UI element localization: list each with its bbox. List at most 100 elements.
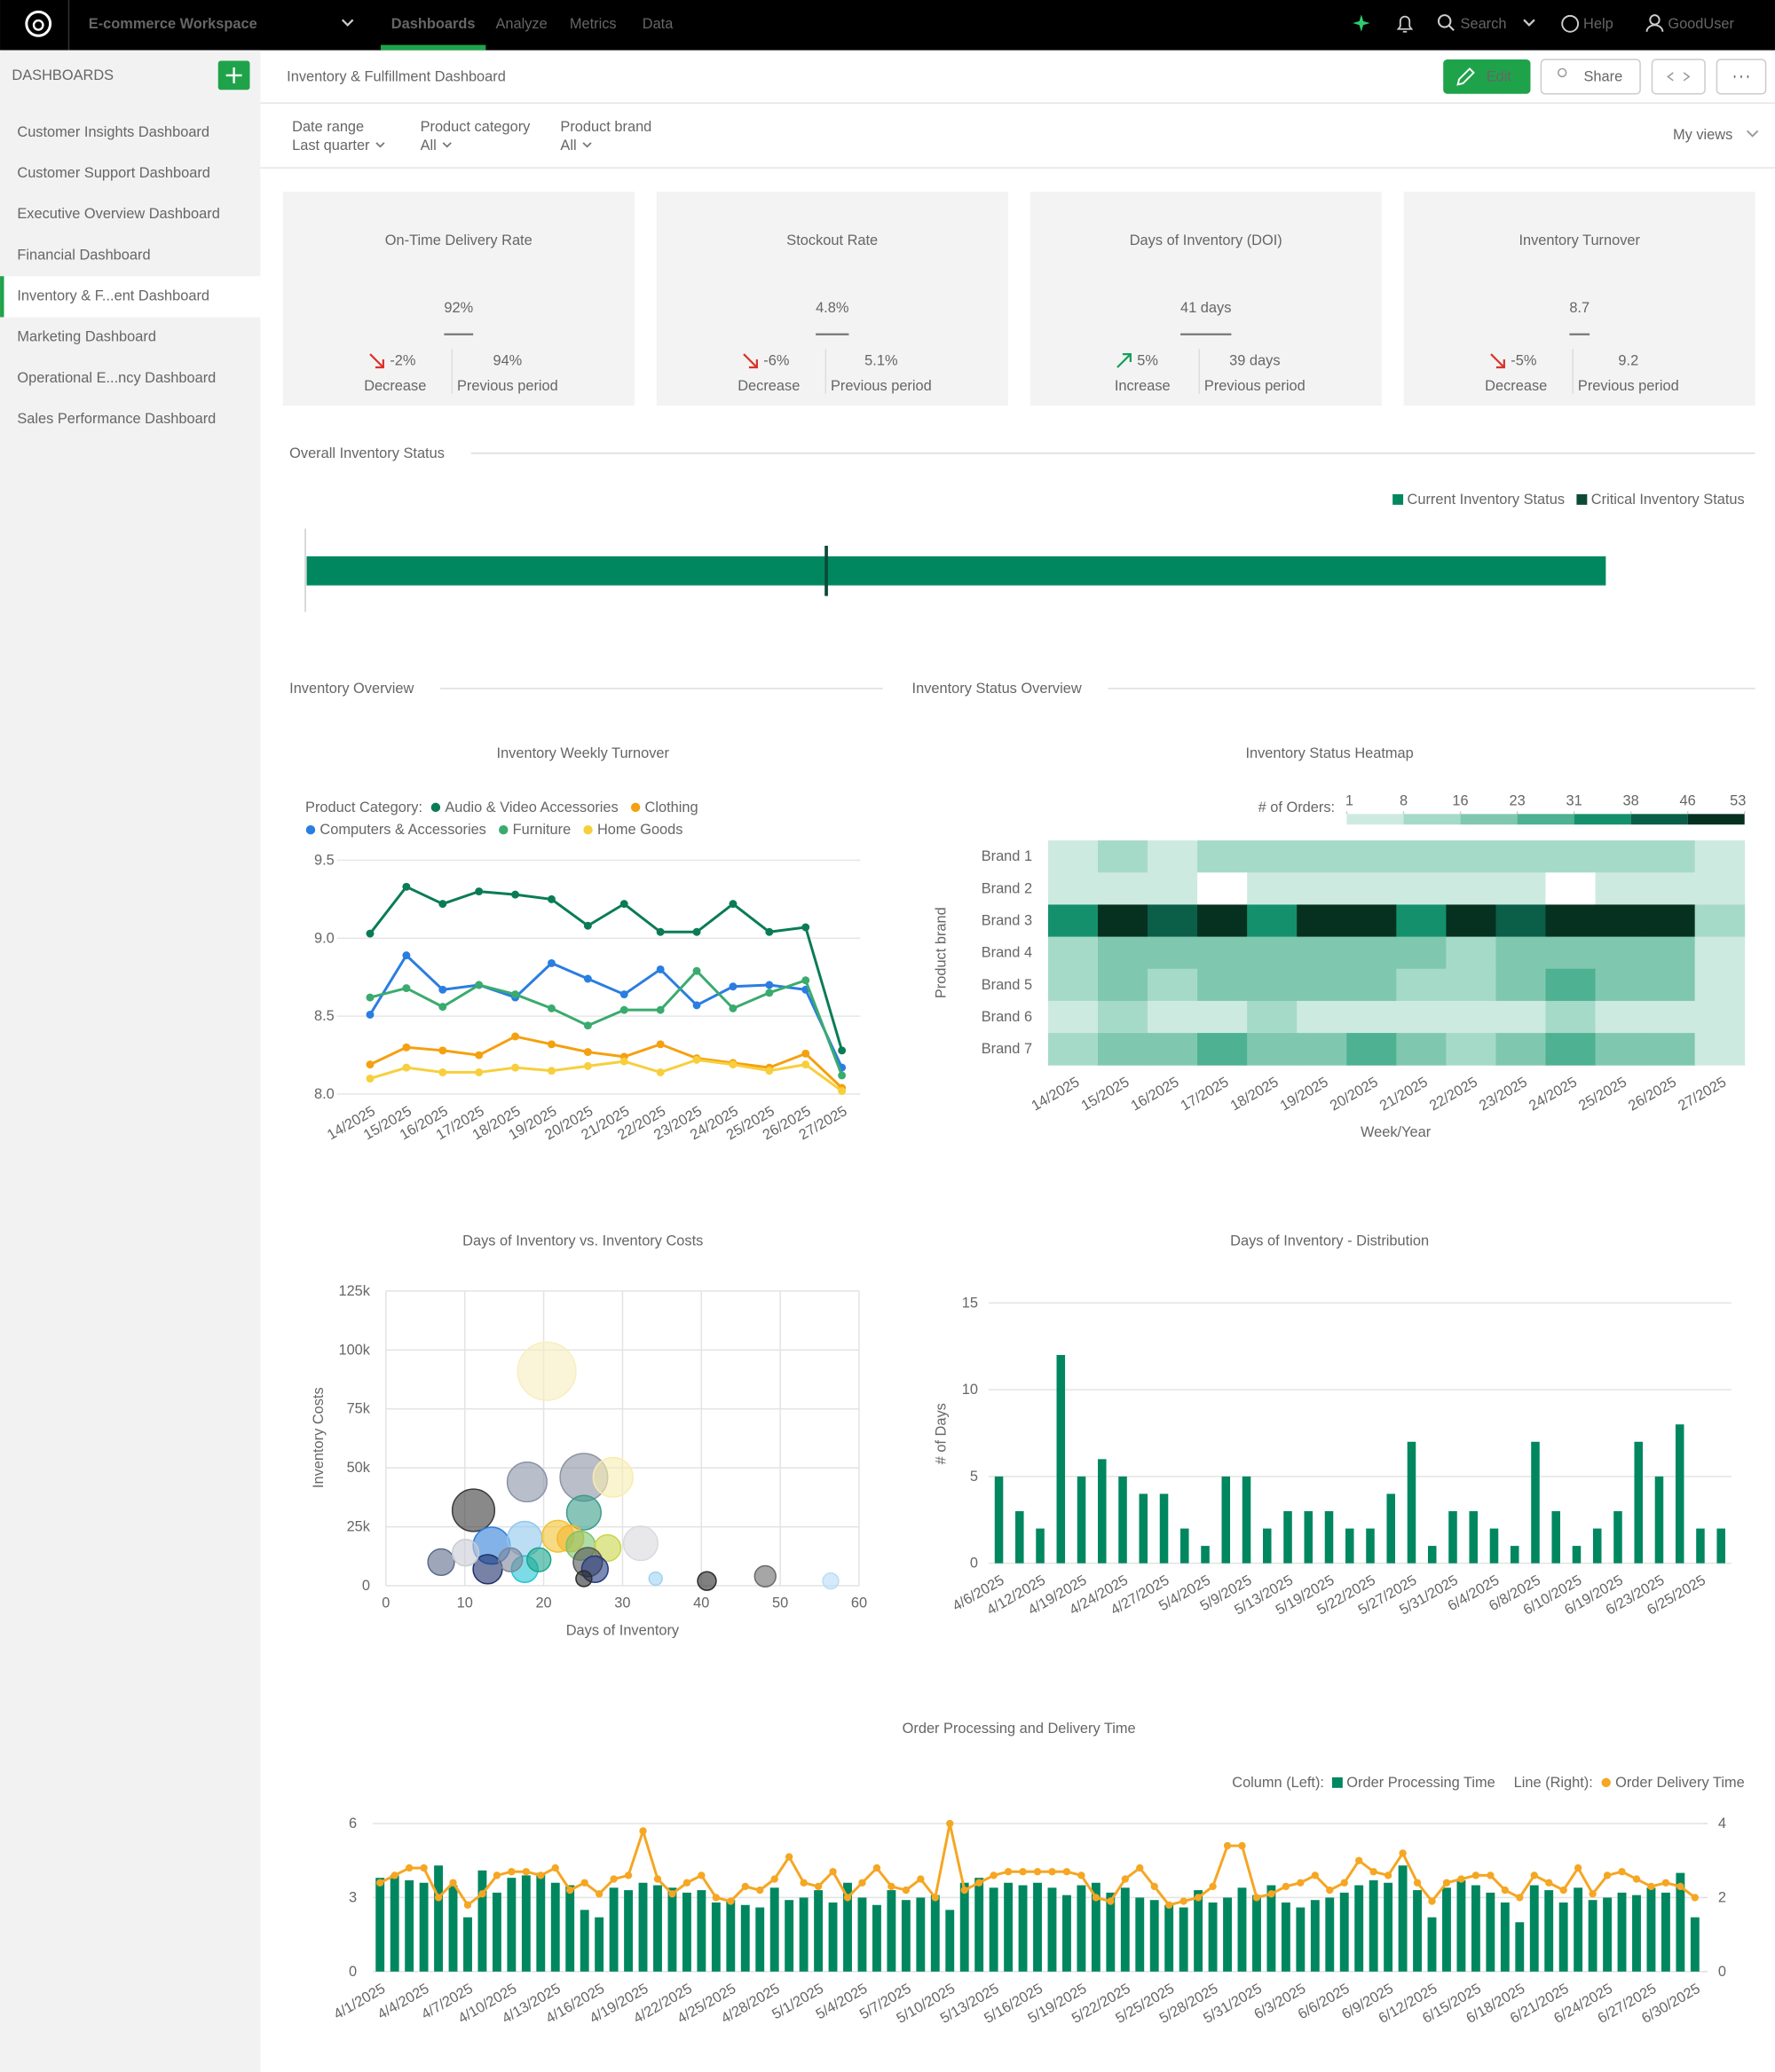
kpi-direction: Decrease bbox=[1485, 378, 1547, 394]
y-tick-label: 0 bbox=[970, 1556, 978, 1572]
legend-marker bbox=[1601, 1777, 1611, 1788]
kpi-change: 5% bbox=[1137, 353, 1158, 369]
legend-item: Furniture bbox=[499, 822, 571, 838]
edit-button[interactable] bbox=[1443, 59, 1531, 94]
ai-icon[interactable] bbox=[1353, 14, 1370, 32]
bell-icon[interactable] bbox=[1396, 15, 1414, 33]
heatmap-cell bbox=[1346, 1000, 1397, 1034]
legend-label: Clothing bbox=[645, 800, 698, 815]
x-tick-label: 15/2025 bbox=[1078, 1074, 1132, 1114]
search-button[interactable]: Search bbox=[1461, 16, 1507, 32]
bar bbox=[434, 1865, 443, 1972]
data-point bbox=[1399, 1849, 1407, 1857]
kpi-value: 92% bbox=[444, 300, 473, 316]
legend-swatch bbox=[1574, 814, 1631, 825]
help-button[interactable]: Help bbox=[1583, 16, 1613, 32]
bubble bbox=[575, 1570, 593, 1587]
bar bbox=[930, 1895, 940, 1972]
data-point bbox=[366, 1060, 375, 1069]
bar bbox=[1056, 1354, 1066, 1564]
legend-label: Column (Left): bbox=[1232, 1775, 1324, 1791]
data-point bbox=[475, 887, 484, 896]
legend-label: Order Processing Time bbox=[1346, 1775, 1495, 1791]
bar bbox=[1603, 1897, 1612, 1972]
bar bbox=[916, 1897, 926, 1972]
sidebar-item[interactable]: Executive Overview Dashboard bbox=[17, 206, 219, 222]
heatmap-cell bbox=[1346, 1033, 1397, 1066]
data-point bbox=[1559, 1886, 1567, 1895]
filter-chevron bbox=[375, 142, 385, 148]
heatmap-cell bbox=[1446, 1033, 1496, 1066]
section-header: Inventory Overview bbox=[289, 681, 414, 697]
data-point bbox=[475, 1068, 484, 1076]
legend: Current Inventory Status Critical Invento… bbox=[1392, 492, 1745, 508]
nav-tab[interactable]: Analyze bbox=[495, 16, 547, 32]
nav-tab[interactable]: Dashboards bbox=[391, 16, 476, 32]
sidebar-item[interactable]: Customer Support Dashboard bbox=[17, 165, 210, 181]
my-views-chevron[interactable] bbox=[1747, 130, 1759, 138]
data-point bbox=[405, 1863, 414, 1872]
user-menu[interactable]: GoodUser bbox=[1668, 16, 1734, 32]
bar bbox=[755, 1907, 765, 1972]
chart-title: Order Processing and Delivery Time bbox=[903, 1721, 1136, 1737]
filter-value[interactable]: All bbox=[421, 138, 437, 154]
kpi-change: -5% bbox=[1511, 353, 1536, 369]
series-line bbox=[369, 969, 844, 1076]
data-point bbox=[547, 1040, 556, 1049]
heatmap-cell bbox=[1495, 872, 1546, 905]
sidebar-item[interactable]: Sales Performance Dashboard bbox=[17, 411, 216, 427]
legend-tick-label: 1 bbox=[1345, 792, 1353, 808]
share-label[interactable]: Share bbox=[1584, 68, 1623, 84]
bar bbox=[1551, 1511, 1560, 1564]
y-tick-label: Brand 3 bbox=[982, 913, 1032, 929]
heatmap-cell bbox=[1047, 904, 1099, 938]
data-point bbox=[682, 1879, 691, 1887]
bar bbox=[1033, 1882, 1042, 1972]
embed-button[interactable] bbox=[1651, 59, 1706, 95]
heatmap-cell bbox=[1645, 1000, 1696, 1034]
data-point bbox=[438, 985, 447, 994]
my-views[interactable]: My views bbox=[1673, 127, 1732, 143]
legend-label: Audio & Video Accessories bbox=[445, 800, 618, 815]
sidebar-item[interactable]: Financial Dashboard bbox=[17, 247, 150, 263]
heatmap-cell bbox=[1047, 872, 1099, 905]
heatmap-cell bbox=[1297, 904, 1347, 938]
data-point bbox=[931, 1894, 939, 1902]
edit-label[interactable]: Edit bbox=[1487, 68, 1512, 84]
heatmap-cell bbox=[1545, 1000, 1596, 1034]
bar bbox=[1413, 1890, 1422, 1972]
bar bbox=[1296, 1907, 1306, 1972]
heatmap-cell bbox=[1545, 872, 1596, 905]
filter-value[interactable]: Last quarter bbox=[292, 138, 370, 154]
bar bbox=[726, 1900, 736, 1972]
data-point bbox=[390, 1871, 398, 1879]
bubble bbox=[506, 1461, 548, 1503]
y2-tick-label: 4 bbox=[1718, 1816, 1726, 1832]
filter-value[interactable]: All bbox=[560, 138, 576, 154]
dashboard-title: Inventory & Fulfillment Dashboard bbox=[287, 68, 506, 84]
kpi-arrow bbox=[743, 353, 758, 369]
nav-tab[interactable]: Data bbox=[643, 16, 674, 32]
bar bbox=[580, 1910, 589, 1972]
share-button[interactable] bbox=[1540, 59, 1641, 95]
nav-tab[interactable]: Metrics bbox=[570, 16, 617, 32]
filter-label: Product brand bbox=[560, 119, 651, 135]
data-point bbox=[872, 1863, 881, 1872]
y-tick-label: 8.5 bbox=[314, 1008, 335, 1024]
sidebar-item[interactable]: Inventory & F...ent Dashboard bbox=[17, 288, 209, 304]
workspace-name[interactable]: E-commerce Workspace bbox=[89, 16, 257, 32]
help-icon[interactable] bbox=[1561, 14, 1580, 33]
workspace-chevron[interactable] bbox=[341, 19, 354, 27]
data-point bbox=[438, 900, 447, 909]
data-point bbox=[902, 1886, 911, 1895]
sidebar-item[interactable]: Customer Insights Dashboard bbox=[17, 124, 209, 140]
bar bbox=[872, 1904, 881, 1972]
heatmap-cell bbox=[1495, 1000, 1546, 1034]
heatmap-cell bbox=[1097, 968, 1148, 1002]
search-chevron[interactable] bbox=[1523, 19, 1535, 27]
sidebar-item[interactable]: Marketing Dashboard bbox=[17, 329, 156, 345]
data-point bbox=[547, 958, 556, 967]
sidebar-item[interactable]: Operational E...ncy Dashboard bbox=[17, 370, 216, 386]
bar bbox=[1469, 1511, 1479, 1564]
search-icon[interactable] bbox=[1437, 14, 1452, 28]
